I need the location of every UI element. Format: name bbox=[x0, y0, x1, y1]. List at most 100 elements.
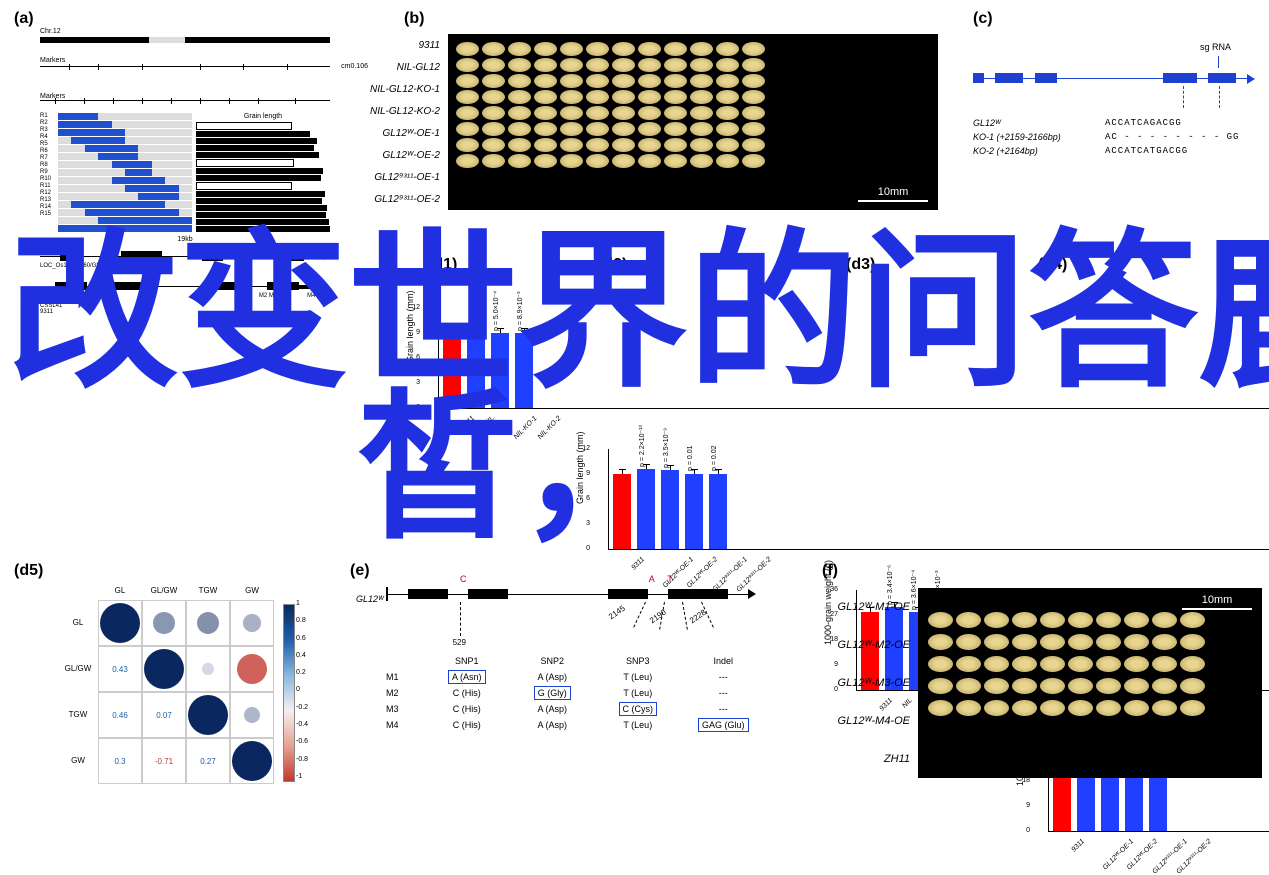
grain bbox=[716, 138, 739, 152]
grain bbox=[664, 122, 687, 136]
corr-cell bbox=[186, 646, 230, 692]
corr-cell bbox=[142, 600, 186, 646]
label-c: (c) bbox=[973, 10, 993, 28]
grain bbox=[716, 74, 739, 88]
grain bbox=[508, 42, 531, 56]
grain bbox=[638, 122, 661, 136]
grain bbox=[508, 138, 531, 152]
grain bbox=[956, 612, 981, 628]
corr-cell bbox=[230, 738, 274, 784]
panel-b: 9311NIL-GL12NIL-GL12-KO-1NIL-GL12-KO-2GL… bbox=[338, 34, 938, 210]
sample-label: GL12ᵂ-M4-OE bbox=[810, 715, 918, 727]
grain bbox=[1096, 678, 1121, 694]
grain bbox=[482, 138, 505, 152]
corr-header: TGW bbox=[186, 580, 230, 600]
bar bbox=[443, 333, 461, 408]
grain bbox=[956, 656, 981, 672]
grain bbox=[1012, 700, 1037, 716]
sequence-row: KO-2 (+2164bp)ACCATCATGACGG bbox=[973, 146, 1253, 156]
grain bbox=[1096, 656, 1121, 672]
grain bbox=[508, 154, 531, 168]
grain bbox=[984, 700, 1009, 716]
corr-cell: 0.07 bbox=[142, 692, 186, 738]
grain bbox=[1012, 612, 1037, 628]
grain-row bbox=[928, 634, 1252, 650]
grain bbox=[508, 58, 531, 72]
grain-row bbox=[456, 74, 930, 88]
figure: (a) Chr.12 Markers cm0.106 Markers bbox=[8, 8, 1261, 796]
gene-model-1 bbox=[40, 251, 330, 261]
grain-row bbox=[456, 154, 930, 168]
grain bbox=[928, 612, 953, 628]
grain bbox=[560, 58, 583, 72]
grain bbox=[956, 700, 981, 716]
grain bbox=[1124, 634, 1149, 650]
grain-row bbox=[928, 700, 1252, 716]
panel-f: GL12ᵂ-M1-OEGL12ᵂ-M2-OEGL12ᵂ-M3-OEGL12ᵂ-M… bbox=[810, 588, 1262, 778]
grain bbox=[1180, 678, 1205, 694]
p-value: p = 3.7×10⁻⁸ bbox=[468, 287, 476, 327]
panel-a: Chr.12 Markers cm0.106 Markers R1R2R3R4R… bbox=[40, 28, 330, 315]
mutation-row: M2C (His)G (Gly)T (Leu)--- bbox=[386, 688, 756, 698]
grain bbox=[664, 138, 687, 152]
recombinant-map: R1R2R3R4R5R6 R7R8R9R10R11R12 R13R14R15 bbox=[40, 113, 330, 232]
grain bbox=[534, 138, 557, 152]
sample-label: NIL-GL12 bbox=[338, 62, 448, 73]
bar: p = 2.2×10⁻¹⁰ bbox=[637, 469, 655, 549]
grain bbox=[612, 122, 635, 136]
grain bbox=[638, 138, 661, 152]
grain bbox=[1040, 612, 1065, 628]
bar-chart-d1: Grain length (mm)129630p = 3.7×10⁻⁸p = 5… bbox=[438, 308, 1269, 449]
grain bbox=[690, 74, 713, 88]
grain bbox=[560, 106, 583, 120]
grain bbox=[1040, 634, 1065, 650]
label-b: (b) bbox=[404, 10, 424, 28]
grain bbox=[742, 154, 765, 168]
x-label: 9311 bbox=[1070, 838, 1086, 854]
label-d3: (d3) bbox=[846, 256, 875, 274]
grain bbox=[1012, 678, 1037, 694]
chromosome-bar bbox=[40, 37, 330, 43]
grain bbox=[534, 154, 557, 168]
grain bbox=[928, 656, 953, 672]
scale-bar-f: 10mm bbox=[1182, 594, 1252, 610]
grain bbox=[508, 122, 531, 136]
grain bbox=[586, 90, 609, 104]
grain bbox=[928, 678, 953, 694]
grain bbox=[508, 106, 531, 120]
grain bbox=[928, 634, 953, 650]
grain bbox=[534, 122, 557, 136]
corr-cell bbox=[186, 600, 230, 646]
grain bbox=[456, 90, 479, 104]
grain bbox=[586, 122, 609, 136]
grain bbox=[1068, 612, 1093, 628]
grain bbox=[560, 154, 583, 168]
bar: p = 8.9×10⁻³ bbox=[515, 333, 533, 408]
grain bbox=[612, 58, 635, 72]
marker-line-1: cm0.106 bbox=[40, 66, 330, 67]
grain bbox=[1152, 700, 1177, 716]
grain bbox=[742, 58, 765, 72]
sample-label: 9311 bbox=[338, 40, 448, 51]
sample-label: ZH11 bbox=[810, 753, 918, 765]
grain bbox=[1180, 656, 1205, 672]
grain bbox=[482, 106, 505, 120]
grain bbox=[690, 58, 713, 72]
grain bbox=[560, 122, 583, 136]
grain bbox=[742, 106, 765, 120]
grain bbox=[742, 90, 765, 104]
grain bbox=[664, 154, 687, 168]
grain bbox=[690, 42, 713, 56]
grain bbox=[482, 154, 505, 168]
bar-chart-d2: Grain length (mm)129630p = 2.2×10⁻¹⁰p = … bbox=[608, 449, 1269, 590]
sample-label: GL12ᵂ-OE-1 bbox=[338, 128, 448, 139]
corr-header: GL/GW bbox=[142, 580, 186, 600]
grain bbox=[482, 42, 505, 56]
chrom-label: Chr.12 bbox=[40, 28, 330, 35]
grain bbox=[456, 154, 479, 168]
grain bbox=[928, 700, 953, 716]
grain bbox=[612, 138, 635, 152]
grain bbox=[586, 138, 609, 152]
bar: p = 0.02 bbox=[709, 474, 727, 549]
grain bbox=[690, 106, 713, 120]
